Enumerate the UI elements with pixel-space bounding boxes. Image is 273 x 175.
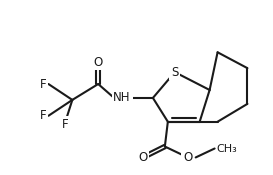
Text: F: F	[62, 118, 69, 131]
Text: CH₃: CH₃	[216, 144, 237, 153]
Text: F: F	[40, 109, 46, 122]
Text: O: O	[94, 56, 103, 69]
Text: F: F	[40, 78, 46, 90]
Text: NH: NH	[113, 91, 131, 104]
Text: O: O	[183, 151, 192, 164]
Text: S: S	[171, 66, 179, 79]
Text: O: O	[138, 151, 148, 164]
